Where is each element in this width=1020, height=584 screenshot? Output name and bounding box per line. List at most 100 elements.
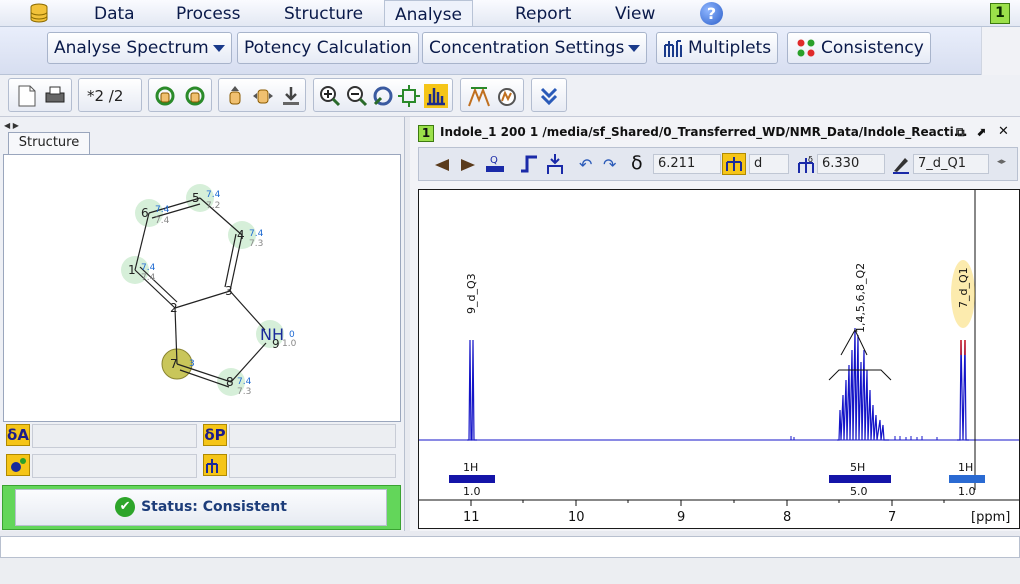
download-icon[interactable] bbox=[279, 84, 303, 108]
peak-label-9[interactable]: 9_d_Q3 bbox=[465, 273, 478, 314]
atom-4-shift: 7.4 bbox=[249, 229, 264, 239]
prev-next-arrows-icon[interactable] bbox=[433, 157, 477, 173]
peak-7[interactable] bbox=[957, 339, 969, 441]
check-icon: ✔ bbox=[115, 497, 136, 517]
peak-aromatic-multiplet[interactable] bbox=[837, 327, 889, 441]
multiplet-analysis-icon[interactable] bbox=[467, 84, 491, 108]
refresh-hand-icon[interactable] bbox=[153, 84, 177, 108]
menu-data[interactable]: Data bbox=[94, 4, 135, 24]
scroll-arrows-icon[interactable]: ◂▸ bbox=[997, 157, 1007, 167]
multiplicity-field[interactable]: d bbox=[749, 154, 789, 174]
status-panel[interactable]: ✔ Status: Consistent bbox=[15, 489, 387, 526]
label-field[interactable]: 7_d_Q1 bbox=[913, 154, 989, 174]
database-icon[interactable] bbox=[28, 2, 50, 24]
peak-label-aromatic[interactable]: 1,4,5,6,8_Q2 bbox=[854, 263, 867, 333]
zoom-reset-icon[interactable] bbox=[371, 84, 395, 108]
new-document-icon[interactable] bbox=[15, 84, 39, 108]
integral-bar-7[interactable] bbox=[949, 475, 985, 483]
refresh-hand-alt-icon[interactable] bbox=[183, 84, 207, 108]
delta-a-icon[interactable]: δA bbox=[6, 424, 30, 446]
atom-1-label: 1 bbox=[128, 263, 136, 277]
spectrum-plot[interactable]: 9_d_Q3 1,4,5,6,8_Q2 7_d_Q1 1H 5H 1H 1.0 … bbox=[418, 189, 1020, 529]
menu-report[interactable]: Report bbox=[515, 4, 572, 24]
integral-val-aromatic: 5.0 bbox=[850, 485, 868, 498]
atom-6-shift-calc: 7.4 bbox=[155, 216, 170, 226]
undock-icon[interactable]: ⧉ bbox=[956, 125, 965, 139]
hand-move-icon[interactable] bbox=[251, 84, 275, 108]
analyse-spectrum-label: Analyse Spectrum bbox=[54, 38, 209, 58]
double-chevron-down-icon[interactable] bbox=[537, 84, 561, 108]
tab-structure[interactable]: Structure bbox=[8, 132, 90, 154]
page-counter: *2 /2 bbox=[87, 87, 124, 105]
spectrum-title: Indole_1 200 1 /media/sf_Shared/0_Transf… bbox=[440, 125, 968, 139]
consistency-button[interactable]: Consistency bbox=[787, 32, 931, 64]
multiplet-a-icon[interactable] bbox=[203, 454, 227, 476]
peak-9[interactable] bbox=[467, 339, 477, 441]
menu-view[interactable]: View bbox=[615, 4, 656, 24]
svg-text:δ: δ bbox=[808, 155, 813, 164]
atom-2-label: 2 bbox=[170, 301, 178, 315]
shift2-field[interactable]: 6.330 bbox=[817, 154, 885, 174]
multiplets-label: Multiplets bbox=[688, 38, 772, 58]
analysis-group bbox=[460, 78, 524, 112]
peak-pick-icon[interactable] bbox=[545, 152, 565, 176]
navigation-group bbox=[148, 78, 212, 112]
undo-icon[interactable]: ↶ bbox=[579, 155, 593, 174]
molecule-drawing: 6 5 4 1 2 3 7 8 9 NH 7.4 7.4 7.4 7.2 7.4… bbox=[121, 184, 297, 397]
integral-icon[interactable]: Q bbox=[484, 152, 506, 176]
axis-tick-10: 10 bbox=[568, 510, 585, 525]
print-icon[interactable] bbox=[43, 84, 67, 108]
fit-to-window-icon[interactable] bbox=[397, 84, 421, 108]
menu-bar: Data Process Structure Analyse Report Vi… bbox=[0, 0, 1020, 27]
atom-7-shift: 3 bbox=[189, 359, 195, 369]
page-badge: 1 bbox=[990, 3, 1010, 24]
shift-field[interactable]: 6.211 bbox=[653, 154, 721, 174]
command-input[interactable] bbox=[0, 536, 1020, 558]
atom-9-shift-calc: 1.0 bbox=[282, 339, 297, 349]
axis-unit: [ppm] bbox=[971, 510, 1010, 525]
multiplets-button[interactable]: Multiplets bbox=[656, 32, 779, 64]
structure-canvas[interactable]: 6 5 4 1 2 3 7 8 9 NH 7.4 7.4 7.4 7.2 7.4… bbox=[3, 154, 401, 422]
atom-9-label: 9 bbox=[272, 337, 280, 351]
ribbon-right-spacer bbox=[981, 27, 1020, 75]
zoom-out-icon[interactable] bbox=[345, 84, 369, 108]
pencil-icon[interactable] bbox=[891, 154, 911, 174]
pan-group bbox=[218, 78, 306, 112]
redo-icon[interactable]: ↷ bbox=[603, 155, 617, 174]
atom-count-icon[interactable] bbox=[6, 454, 30, 476]
panel-splitter-arrows[interactable]: ◀ ▶ bbox=[4, 121, 19, 130]
axis-tick-7: 7 bbox=[888, 510, 896, 525]
potency-calculation-button[interactable]: Potency Calculation bbox=[237, 32, 419, 64]
atom-1-shift-calc: 7.4 bbox=[141, 273, 156, 283]
integral-bar-9[interactable] bbox=[449, 475, 495, 483]
integral-bar-aromatic[interactable] bbox=[829, 475, 891, 483]
atom-8-shift-calc: 7.3 bbox=[237, 387, 251, 397]
close-icon[interactable]: ✕ bbox=[998, 124, 1009, 139]
peak-view-icon[interactable] bbox=[424, 84, 448, 108]
delta-p-field bbox=[229, 424, 396, 448]
delta-p-icon[interactable]: δP bbox=[203, 424, 227, 446]
spectrum-title-bar: Indole_1 200 1 /media/sf_Shared/0_Transf… bbox=[410, 122, 1020, 142]
menu-process[interactable]: Process bbox=[176, 4, 241, 24]
hand-up-icon[interactable] bbox=[223, 84, 247, 108]
atom-3-label: 3 bbox=[225, 284, 233, 298]
peak-label-7[interactable]: 7_d_Q1 bbox=[957, 267, 970, 308]
auto-analysis-icon[interactable] bbox=[495, 84, 519, 108]
axis-tick-8: 8 bbox=[783, 510, 791, 525]
svg-text:Q: Q bbox=[490, 155, 498, 166]
zoom-in-icon[interactable] bbox=[318, 84, 342, 108]
delta-label: δ bbox=[631, 152, 643, 174]
multiplicity-icon[interactable] bbox=[722, 153, 746, 175]
concentration-settings-button[interactable]: Concentration Settings bbox=[422, 32, 648, 64]
status-bar: ✔ Status: Consistent bbox=[2, 485, 401, 530]
integral-h-7: 1H bbox=[958, 461, 973, 474]
menu-analyse[interactable]: Analyse bbox=[384, 0, 473, 26]
atom-7-label: 7 bbox=[170, 357, 178, 371]
coupling-icon[interactable]: δ bbox=[796, 154, 816, 174]
analyse-spectrum-button[interactable]: Analyse Spectrum bbox=[47, 32, 232, 64]
help-icon[interactable]: ? bbox=[700, 2, 723, 25]
step-icon[interactable] bbox=[519, 153, 539, 175]
chevron-down-icon bbox=[212, 44, 225, 52]
menu-structure[interactable]: Structure bbox=[284, 4, 364, 24]
maximize-icon[interactable]: ⬈ bbox=[976, 125, 987, 139]
